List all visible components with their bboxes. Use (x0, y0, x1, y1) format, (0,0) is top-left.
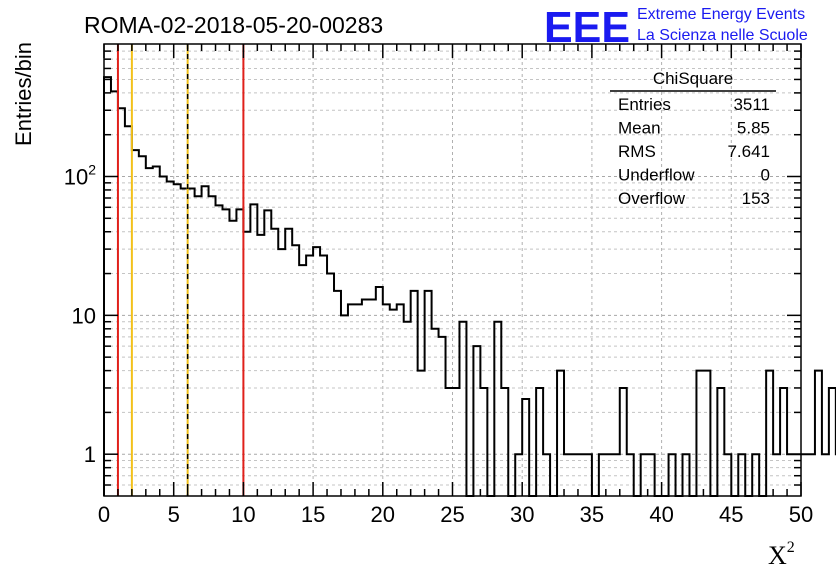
stats-value: 5.85 (737, 119, 770, 138)
x-tick-label: 15 (301, 502, 325, 527)
reference-lines (116, 44, 245, 496)
x-tick-label: 45 (719, 502, 743, 527)
stats-box: ChiSquare Entries 3511 Mean 5.85 RMS 7.641 Und… (610, 69, 776, 208)
x-axis-ticks: 0 5 10 15 20 25 30 35 40 45 50 (98, 44, 813, 527)
stats-label: RMS (618, 142, 656, 161)
x-tick-label: 5 (168, 502, 180, 527)
x-tick-label: 30 (510, 502, 534, 527)
grid-lines (104, 44, 801, 496)
stats-value: 153 (742, 189, 770, 208)
x-tick-label: 20 (371, 502, 395, 527)
stats-label: Underflow (618, 166, 695, 185)
y-tick-label: 10 (72, 303, 96, 328)
x-axis-label-base: X (768, 541, 787, 570)
stats-label: Mean (618, 119, 661, 138)
stats-value: 3511 (733, 95, 770, 114)
x-tick-label: 35 (580, 502, 604, 527)
eee-logo: EEE Extreme Energy Events La Scienza nel… (544, 3, 808, 52)
x-tick-label: 25 (440, 502, 464, 527)
y-axis-ticks: 102 10 1 (64, 50, 801, 486)
stats-title: ChiSquare (653, 69, 733, 88)
x-tick-label: 0 (98, 502, 110, 527)
chart-title: ROMA-02-2018-05-20-00283 (84, 12, 383, 38)
x-axis-label: X2 (768, 539, 795, 570)
x-tick-label: 40 (649, 502, 673, 527)
logo-line-1: Extreme Energy Events (637, 6, 805, 23)
stats-label: Entries (618, 95, 671, 114)
logo-line-2: La Scienza nelle Scuole (637, 27, 808, 44)
stats-rows: Entries 3511 Mean 5.85 RMS 7.641 Underflow 0 Ove… (618, 95, 770, 208)
y-tick-label: 102 (64, 161, 96, 189)
x-tick-label: 10 (231, 502, 255, 527)
y-axis-label: Entries/bin (11, 42, 36, 146)
x-axis-label-superscript: 2 (787, 539, 795, 556)
stats-value: 0 (761, 166, 770, 185)
stats-value: 7.641 (727, 142, 770, 161)
y-tick-label: 1 (84, 442, 96, 467)
stats-label: Overflow (618, 189, 686, 208)
x-tick-label: 50 (789, 502, 813, 527)
